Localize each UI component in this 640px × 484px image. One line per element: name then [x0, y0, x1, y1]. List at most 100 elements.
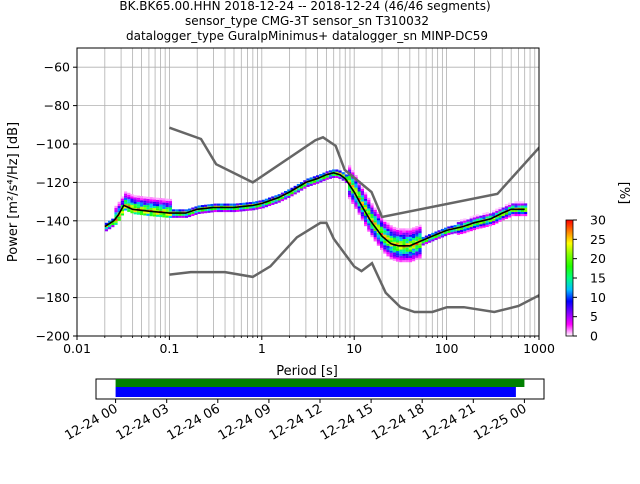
density-cell — [466, 221, 470, 224]
density-cell — [149, 207, 153, 210]
density-cell — [402, 243, 406, 246]
density-cell — [482, 223, 486, 226]
density-cell — [444, 231, 448, 235]
y-tick-label: −60 — [44, 60, 70, 75]
density-cell — [239, 207, 243, 210]
density-cell — [399, 251, 403, 254]
density-cell — [437, 230, 441, 233]
model-lower-line — [169, 221, 539, 314]
density-cell — [492, 214, 496, 217]
density-cell — [261, 203, 265, 207]
density-cell — [360, 218, 365, 221]
density-cell — [360, 197, 365, 200]
density-cell — [213, 207, 217, 210]
density-cell — [351, 199, 355, 202]
density-cell — [162, 200, 166, 203]
density-cell — [386, 254, 390, 257]
density-cell — [117, 201, 121, 204]
density-cell — [408, 238, 413, 242]
density-cell — [204, 204, 208, 207]
density-cell — [418, 226, 422, 229]
density-cell — [370, 215, 374, 219]
density-cell — [136, 210, 141, 213]
density-cell — [226, 203, 230, 206]
density-cell — [351, 182, 355, 185]
density-cell — [226, 207, 230, 210]
density-cell — [376, 213, 381, 217]
density-cell — [117, 203, 121, 207]
density-cell — [386, 235, 390, 238]
density-cell — [156, 212, 160, 215]
density-cell — [360, 190, 365, 194]
density-cell — [370, 205, 374, 208]
density-cell — [188, 212, 192, 215]
density-cell — [268, 203, 272, 207]
model-upper-line — [168, 126, 539, 219]
density-cell — [348, 180, 352, 183]
density-cell — [136, 195, 141, 198]
density-cell — [290, 191, 294, 195]
density-cell — [210, 208, 214, 211]
density-cell — [373, 224, 377, 227]
density-cell — [335, 169, 339, 172]
density-cell — [399, 228, 403, 231]
density-cell — [162, 206, 166, 209]
density-cell — [373, 216, 377, 219]
density-cell — [504, 216, 509, 219]
density-cell — [392, 252, 397, 255]
density-cell — [431, 237, 435, 240]
density-cell — [508, 202, 512, 205]
density-cell — [386, 222, 390, 225]
density-cell — [402, 253, 406, 256]
density-cell — [367, 227, 371, 230]
density-cell — [517, 213, 521, 217]
density-cell — [434, 235, 438, 238]
density-cell — [511, 203, 515, 206]
density-cell — [252, 208, 256, 211]
probability-density — [104, 165, 528, 263]
density-cell — [133, 197, 137, 200]
density-cell — [258, 206, 262, 209]
density-cell — [424, 235, 429, 238]
density-cell — [268, 197, 272, 200]
density-cell — [508, 211, 512, 214]
density-cell — [146, 203, 150, 206]
density-cell — [351, 186, 355, 190]
density-cell — [418, 252, 422, 255]
density-cell — [415, 257, 419, 260]
density-cell — [402, 249, 406, 252]
density-cell — [396, 242, 400, 245]
density-cell — [383, 249, 387, 252]
density-cell — [287, 189, 291, 192]
density-cell — [389, 237, 393, 241]
density-cell — [168, 207, 173, 210]
density-cell — [284, 197, 288, 200]
density-cell — [428, 240, 432, 243]
density-cell — [328, 174, 333, 177]
density-cell — [357, 208, 361, 211]
density-cell — [364, 215, 368, 218]
density-cell — [316, 179, 320, 182]
density-cell — [367, 197, 371, 200]
density-cell — [399, 236, 403, 239]
density-cell — [498, 209, 502, 212]
density-cell — [271, 200, 275, 203]
density-cell — [389, 256, 393, 260]
density-cell — [140, 202, 144, 205]
density-cell — [120, 211, 125, 214]
density-cell — [415, 238, 419, 241]
density-cell — [162, 213, 166, 216]
density-cell — [181, 213, 185, 216]
density-cell — [357, 212, 361, 215]
density-cell — [357, 197, 361, 200]
density-cell — [386, 249, 390, 253]
density-cell — [162, 208, 166, 212]
density-cell — [367, 208, 371, 211]
density-cell — [143, 211, 147, 214]
density-cell — [412, 240, 416, 243]
density-cell — [412, 233, 416, 236]
density-cell — [485, 216, 489, 219]
density-cell — [402, 260, 406, 263]
density-cell — [165, 204, 169, 208]
density-cell — [412, 252, 416, 255]
